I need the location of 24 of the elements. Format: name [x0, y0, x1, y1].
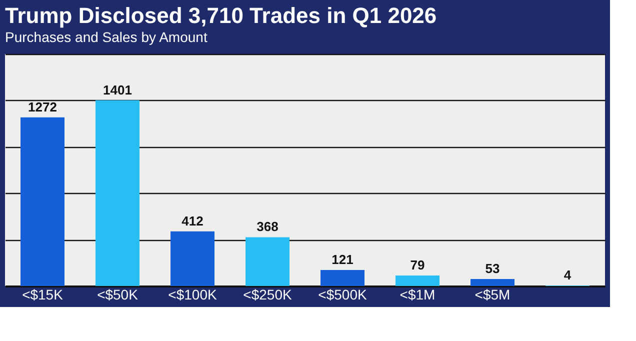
data-label: 4: [564, 267, 572, 282]
x-tick-label: <$500K: [318, 286, 368, 302]
data-label: 121: [332, 252, 354, 267]
bar: [246, 237, 290, 286]
chart-title: Trump Disclosed 3,710 Trades in Q1 2026: [5, 3, 437, 28]
bar: [20, 117, 64, 286]
bar: [320, 270, 364, 286]
data-label: 79: [410, 258, 425, 273]
x-tick-label: <$15K: [22, 286, 64, 302]
chart-subtitle: Purchases and Sales by Amount: [5, 29, 208, 45]
data-label: 53: [485, 260, 500, 276]
x-tick-label: <$250K: [243, 286, 292, 302]
bar: [170, 231, 214, 286]
data-label: 412: [182, 213, 204, 228]
data-label: 368: [256, 219, 278, 234]
bar: [396, 276, 440, 286]
x-tick-label: <$50K: [97, 286, 139, 302]
data-label: 1272: [28, 99, 57, 114]
x-tick-label: <$1M: [400, 286, 436, 302]
x-tick-label: <$5M: [474, 286, 510, 302]
data-label: 1401: [103, 82, 132, 98]
x-tick-label: <$100K: [168, 286, 218, 302]
bar: [470, 278, 514, 286]
bar: [96, 100, 140, 286]
